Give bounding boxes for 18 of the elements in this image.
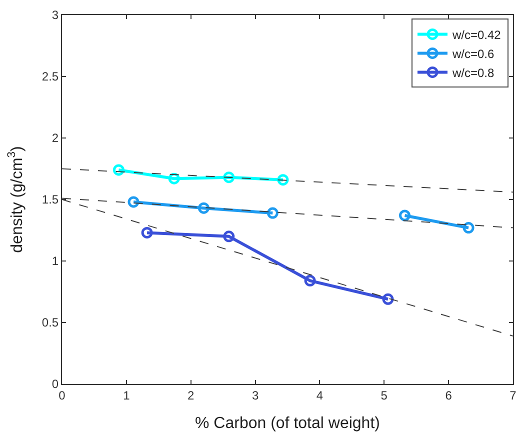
legend-label: w/c=0.6 (451, 46, 495, 61)
x-tick-label: 1 (123, 388, 130, 402)
y-tick-label: 0 (52, 377, 59, 392)
x-tick-label: 3 (252, 388, 259, 402)
y-tick-label: 1 (52, 254, 59, 268)
legend-label: w/c=0.8 (451, 66, 495, 80)
x-tick-label: 7 (510, 388, 517, 402)
x-tick-label: 2 (188, 388, 195, 402)
legend-label: w/c=0.42 (451, 28, 502, 42)
y-tick-label: 2.5 (42, 70, 59, 84)
x-tick-label: 4 (316, 388, 324, 402)
y-tick-label: 2 (52, 131, 59, 146)
x-axis-title: % Carbon (of total weight) (195, 415, 380, 432)
y-tick-label: 1.5 (42, 192, 59, 207)
y-tick-label: 3 (52, 8, 59, 22)
x-tick-label: 6 (445, 388, 452, 402)
x-tick-label: 5 (380, 388, 388, 402)
y-tick-label: 0.5 (42, 316, 59, 330)
